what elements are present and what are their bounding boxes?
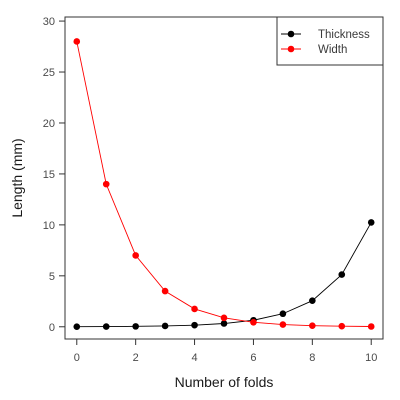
data-point-width — [73, 38, 81, 45]
data-point-width — [338, 322, 346, 330]
data-point-thickness — [309, 297, 316, 304]
series-thickness — [73, 219, 375, 330]
x-tick-label: 10 — [365, 352, 377, 364]
y-tick-label: 5 — [49, 271, 55, 283]
legend: Thickness Width — [276, 16, 384, 66]
y-tick-label: 20 — [43, 118, 55, 130]
data-point-width — [191, 305, 198, 313]
legend-label-width: Width — [318, 44, 347, 56]
data-point-width — [309, 322, 316, 329]
data-point-width — [250, 319, 257, 326]
legend-box — [276, 16, 384, 66]
data-point-thickness — [102, 323, 110, 330]
x-tick-label: 6 — [250, 352, 256, 364]
x-tick-label: 0 — [74, 352, 80, 364]
y-tick-label: 30 — [43, 16, 55, 28]
data-point-width — [367, 323, 375, 330]
data-point-thickness — [338, 271, 346, 278]
data-point-thickness — [220, 320, 228, 327]
x-axis-title: Number of folds — [175, 374, 274, 390]
x-axis: 0 2 4 6 8 10 — [74, 339, 377, 364]
series-line-thickness — [76, 222, 372, 328]
data-point-thickness — [132, 323, 139, 330]
series-layer — [73, 38, 375, 330]
y-axis: 0 5 10 15 20 25 30 — [43, 16, 65, 334]
legend-item-thickness: Thickness — [281, 29, 370, 41]
x-tick-label: 2 — [133, 352, 139, 364]
legend-marker-thickness — [287, 30, 295, 38]
data-point-thickness — [73, 323, 81, 330]
data-point-thickness — [191, 321, 198, 329]
data-point-width — [279, 321, 287, 328]
legend-marker-width — [287, 45, 295, 53]
data-point-width — [102, 180, 110, 188]
series-width — [73, 38, 375, 330]
y-tick-label: 15 — [43, 169, 55, 181]
data-point-width — [132, 252, 139, 259]
y-tick-label: 25 — [43, 67, 55, 79]
data-point-thickness — [279, 310, 287, 318]
legend-label-thickness: Thickness — [318, 29, 370, 41]
data-point-width — [220, 314, 228, 322]
legend-item-width: Width — [281, 44, 347, 56]
y-axis-title: Length (mm) — [9, 138, 25, 217]
x-tick-label: 4 — [191, 352, 197, 364]
x-tick-label: 8 — [309, 352, 315, 364]
y-tick-label: 10 — [43, 220, 55, 232]
y-tick-label: 0 — [49, 322, 55, 334]
data-point-thickness — [367, 219, 375, 226]
data-point-width — [161, 287, 169, 295]
plot-frame — [64, 16, 384, 340]
data-point-thickness — [161, 322, 169, 330]
series-line-width — [76, 41, 372, 327]
